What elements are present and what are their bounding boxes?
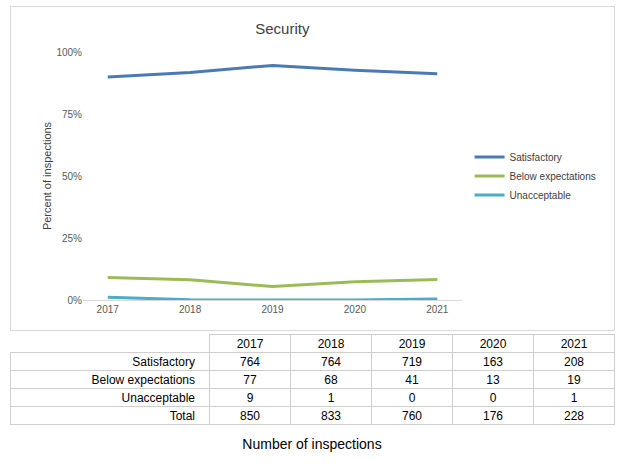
html-text:764: 764 bbox=[240, 354, 260, 369]
svg-text:Unacceptable: Unacceptable bbox=[510, 190, 572, 201]
html-text:163: 163 bbox=[483, 354, 503, 369]
html-text:833: 833 bbox=[321, 408, 341, 423]
html-text:2020: 2020 bbox=[479, 336, 507, 351]
html-text:760: 760 bbox=[402, 408, 422, 423]
svg-text:0%: 0% bbox=[68, 295, 83, 306]
html-text:Satisfactory: Satisfactory bbox=[132, 354, 195, 369]
html-text:Total: Total bbox=[169, 408, 195, 423]
svg-text:Below expectations: Below expectations bbox=[510, 171, 596, 182]
svg-text:Percent of inspections: Percent of inspections bbox=[41, 121, 53, 230]
svg-text:2020: 2020 bbox=[344, 304, 367, 315]
html-text:13: 13 bbox=[486, 372, 500, 387]
svg-text:2018: 2018 bbox=[179, 304, 202, 315]
html-text:1: 1 bbox=[327, 390, 335, 405]
html-text:Unacceptable: Unacceptable bbox=[121, 390, 195, 405]
html-text:0: 0 bbox=[408, 390, 416, 405]
html-text:719: 719 bbox=[402, 354, 422, 369]
html-text:41: 41 bbox=[405, 372, 419, 387]
html-text:77: 77 bbox=[243, 372, 257, 387]
html-text:Number of inspections: Number of inspections bbox=[242, 436, 382, 452]
svg-text:100%: 100% bbox=[56, 47, 82, 58]
html-text:Below expectations: Below expectations bbox=[91, 372, 195, 387]
svg-text:50%: 50% bbox=[62, 171, 82, 182]
html-text:2018: 2018 bbox=[317, 336, 345, 351]
html-text:2019: 2019 bbox=[398, 336, 426, 351]
svg-text:75%: 75% bbox=[62, 109, 82, 120]
html-text:1: 1 bbox=[570, 390, 578, 405]
html-text:19: 19 bbox=[567, 372, 581, 387]
html-text:850: 850 bbox=[240, 408, 260, 423]
svg-text:Security: Security bbox=[255, 20, 310, 37]
html-text:9: 9 bbox=[246, 390, 254, 405]
svg-text:Satisfactory: Satisfactory bbox=[510, 152, 562, 163]
html-text:68: 68 bbox=[324, 372, 338, 387]
html-text:228: 228 bbox=[564, 408, 584, 423]
svg-text:25%: 25% bbox=[62, 233, 82, 244]
html-text:2021: 2021 bbox=[560, 336, 588, 351]
svg-text:2019: 2019 bbox=[261, 304, 284, 315]
svg-text:2021: 2021 bbox=[426, 304, 449, 315]
html-text:764: 764 bbox=[321, 354, 341, 369]
html-text:2017: 2017 bbox=[236, 336, 264, 351]
html-text:0: 0 bbox=[489, 390, 497, 405]
html-text:176: 176 bbox=[483, 408, 503, 423]
html-text:208: 208 bbox=[564, 354, 584, 369]
svg-text:2017: 2017 bbox=[97, 304, 120, 315]
